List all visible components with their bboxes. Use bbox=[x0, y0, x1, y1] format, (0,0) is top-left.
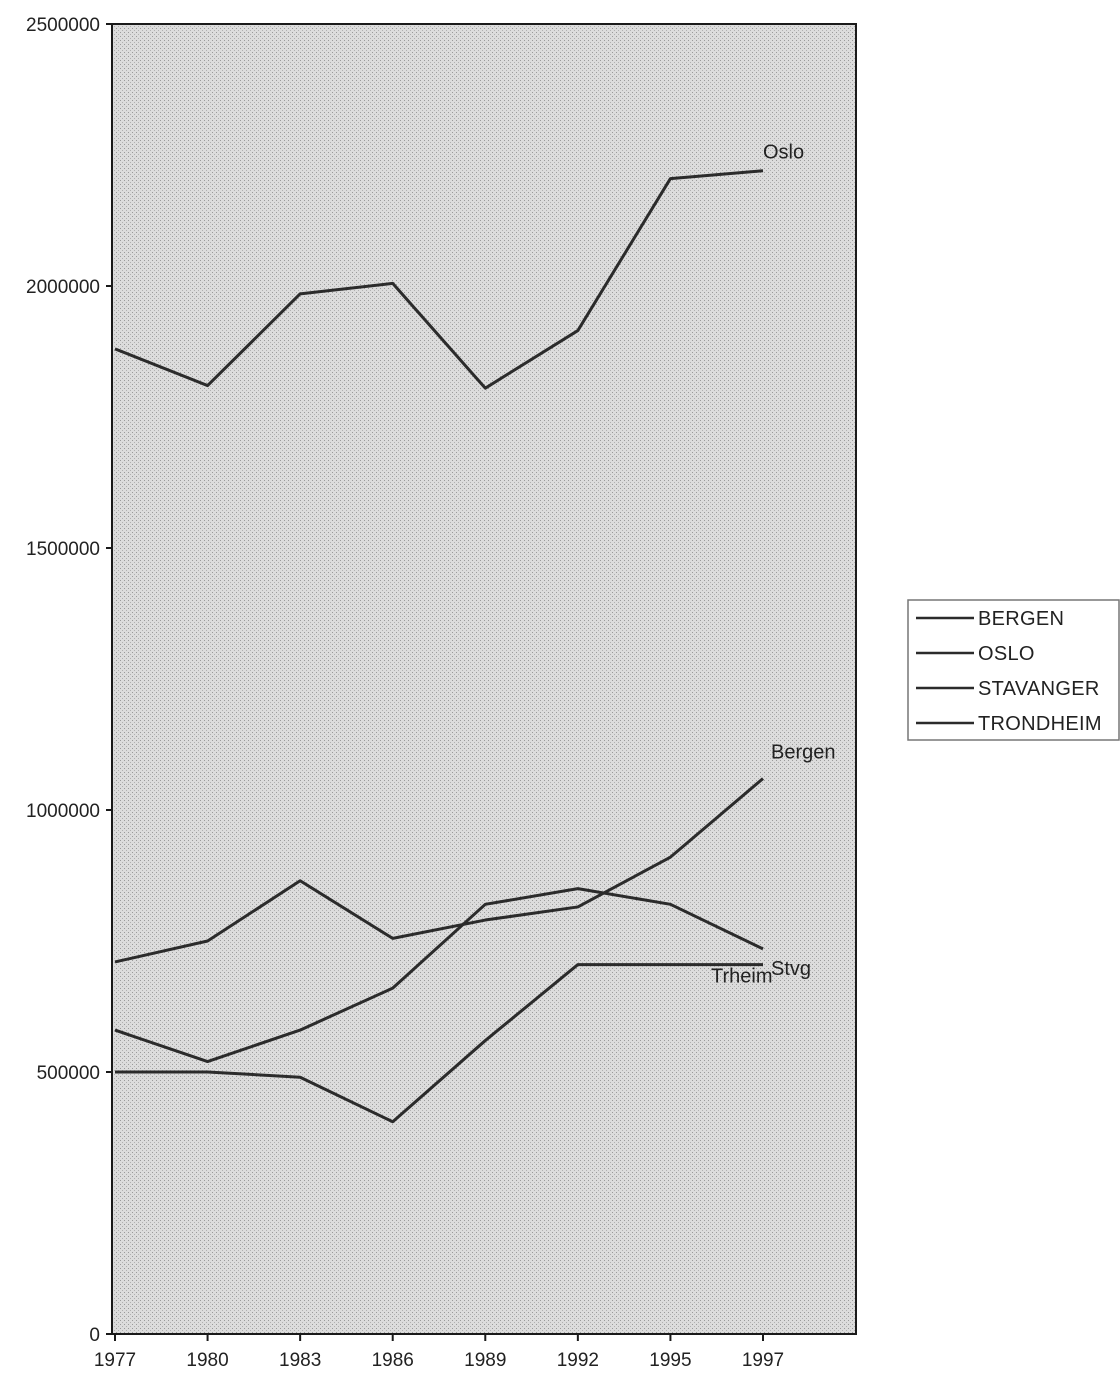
series-end-label-bergen: Bergen bbox=[771, 742, 836, 764]
y-tick-label: 2500000 bbox=[26, 15, 100, 36]
legend-box bbox=[907, 599, 1120, 741]
series-line-oslo bbox=[114, 169, 764, 390]
x-tick-label: 1992 bbox=[557, 1350, 599, 1371]
series-line-bergen bbox=[114, 887, 764, 1064]
legend-label-oslo: OSLO bbox=[978, 643, 1035, 665]
y-tick-label: 1000000 bbox=[26, 801, 100, 822]
x-tick-label: 1980 bbox=[186, 1350, 228, 1371]
x-tick-label: 1983 bbox=[279, 1350, 321, 1371]
plot-area bbox=[111, 23, 857, 1335]
legend-label-trondheim: TRONDHEIM bbox=[978, 713, 1102, 735]
legend-label-bergen: BERGEN bbox=[978, 608, 1064, 630]
x-tick-label: 1995 bbox=[649, 1350, 691, 1371]
legend-label-stavanger: STAVANGER bbox=[978, 678, 1100, 700]
series-end-label-trheim: Trheim bbox=[711, 966, 772, 988]
y-tick-label: 0 bbox=[89, 1325, 100, 1346]
series-line-stavanger bbox=[114, 777, 764, 964]
series-line-trondheim bbox=[115, 963, 763, 1124]
x-tick-label: 1977 bbox=[94, 1350, 136, 1371]
y-tick-label: 500000 bbox=[37, 1063, 100, 1084]
series-end-label-oslo: Oslo bbox=[763, 142, 804, 164]
x-tick-label: 1986 bbox=[372, 1350, 414, 1371]
x-tick-label: 1989 bbox=[464, 1350, 506, 1371]
series-end-label-stvg: Stvg bbox=[771, 958, 811, 980]
y-tick-label: 2000000 bbox=[26, 277, 100, 298]
y-tick-label: 1500000 bbox=[26, 539, 100, 560]
x-tick-label: 1997 bbox=[742, 1350, 784, 1371]
